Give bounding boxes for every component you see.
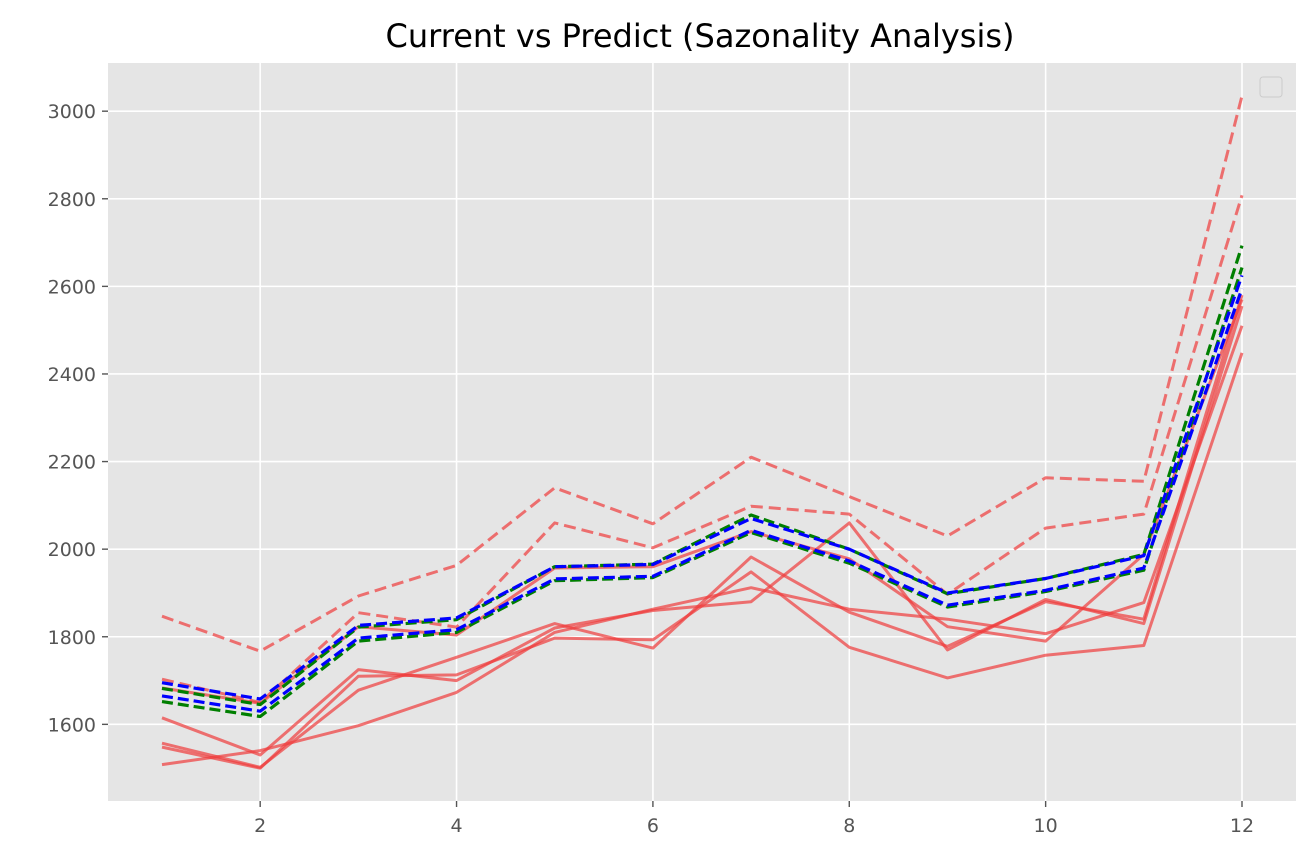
x-tick-label: 8 <box>843 815 855 837</box>
x-tick-label: 4 <box>450 815 462 837</box>
y-tick-label: 1800 <box>48 627 96 649</box>
series-line-predict-5 <box>161 95 1244 653</box>
series-line-current-1 <box>161 352 1244 770</box>
grid <box>108 63 1296 801</box>
x-tick-label: 10 <box>1034 815 1058 837</box>
series-line-band_a-7 <box>161 274 1244 701</box>
series-line-band_a-8 <box>161 288 1244 713</box>
y-tick-label: 2600 <box>48 276 96 298</box>
legend-box <box>1259 76 1283 98</box>
y-tick-label: 1600 <box>48 714 96 736</box>
x-axis: 2 4 6 8 10 12 <box>254 801 1254 837</box>
y-tick-label: 2000 <box>48 539 96 561</box>
x-tick-label: 2 <box>254 815 266 837</box>
y-tick-label: 2800 <box>48 189 96 211</box>
y-tick-label: 3000 <box>48 101 96 123</box>
x-tick-label: 6 <box>647 815 659 837</box>
series-line-current-2 <box>161 294 1244 769</box>
plot-area <box>108 63 1296 801</box>
y-tick-label: 2200 <box>48 452 96 474</box>
series-group <box>161 95 1244 770</box>
series-line-predict-6 <box>161 194 1244 704</box>
x-tick-label: 12 <box>1230 815 1254 837</box>
y-axis: 1600 1800 2000 2200 2400 2600 2800 3000 <box>48 101 108 736</box>
y-tick-label: 2400 <box>48 364 96 386</box>
chart-title: Current vs Predict (Sazonality Analysis) <box>386 17 1015 55</box>
